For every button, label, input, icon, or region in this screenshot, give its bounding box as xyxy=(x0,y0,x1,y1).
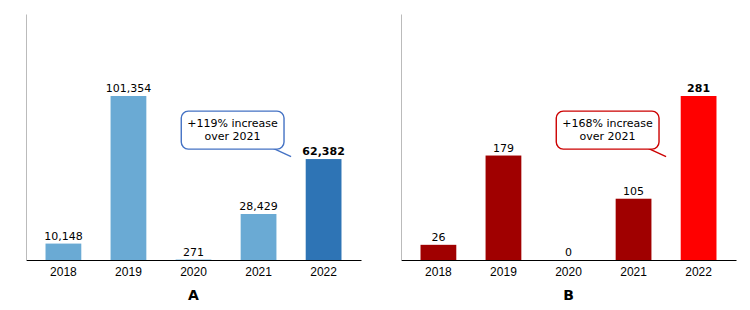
data-labels: 26 179 0 105 281 xyxy=(431,82,710,259)
data-labels: 10,148 101,354 271 28,429 62,382 xyxy=(44,82,345,259)
bar xyxy=(551,260,587,261)
x-tick: 2019 xyxy=(490,260,517,279)
annotation-line: over 2021 xyxy=(205,130,261,143)
data-label: 0 xyxy=(565,246,572,259)
x-tick-label: 2019 xyxy=(490,265,517,279)
figure: 2018 2019 2020 2021 2022 10,148 101,354 271 28,4… xyxy=(0,0,750,310)
x-tick-label: 2020 xyxy=(555,265,582,279)
bar xyxy=(616,199,652,260)
x-axis-line xyxy=(402,260,737,261)
annotation-line: over 2021 xyxy=(580,130,636,143)
x-axis: 2018 2019 2020 2021 2022 xyxy=(402,260,737,279)
x-tick-label: 2022 xyxy=(685,265,712,279)
annotation-text: +168% increaseover 2021 xyxy=(562,117,653,143)
data-label: 281 xyxy=(687,82,710,95)
x-axis: 2018 2019 2020 2021 2022 xyxy=(27,260,362,279)
x-tick-label: 2019 xyxy=(115,265,142,279)
bar xyxy=(176,259,212,260)
data-label: 101,354 xyxy=(106,82,152,95)
x-axis-title: A xyxy=(188,287,199,303)
bar xyxy=(421,245,457,260)
x-tick: 2022 xyxy=(310,260,337,279)
data-label: 26 xyxy=(431,231,445,244)
x-tick: 2019 xyxy=(115,260,142,279)
bars xyxy=(46,96,342,260)
x-tick-label: 2018 xyxy=(50,265,77,279)
bar xyxy=(241,214,277,260)
data-label: 179 xyxy=(493,142,514,155)
data-label: 105 xyxy=(623,185,644,198)
x-tick-label: 2021 xyxy=(620,265,647,279)
x-axis-title: B xyxy=(563,287,574,303)
data-label: 271 xyxy=(183,246,204,259)
x-tick: 2018 xyxy=(425,260,452,279)
x-tick: 2021 xyxy=(245,260,272,279)
data-label: 10,148 xyxy=(44,230,83,243)
x-tick-label: 2022 xyxy=(310,265,337,279)
bar xyxy=(46,244,82,260)
bar xyxy=(306,159,342,260)
annotation: +119% increaseover 2021 xyxy=(181,111,291,157)
y-axis-line xyxy=(401,15,402,261)
panel: 2018 2019 2020 2021 2022 26 179 0 105 281 B +168% i… xyxy=(402,15,737,304)
x-tick-label: 2021 xyxy=(245,265,272,279)
y-axis-line xyxy=(26,15,27,261)
annotation-text: +119% increaseover 2021 xyxy=(187,117,278,143)
x-tick: 2018 xyxy=(50,260,77,279)
data-label: 62,382 xyxy=(302,145,344,158)
bar xyxy=(681,96,717,260)
panel: 2018 2019 2020 2021 2022 10,148 101,354 271 28,4… xyxy=(27,15,362,304)
annotation: +168% increaseover 2021 xyxy=(556,111,666,157)
x-tick-label: 2020 xyxy=(180,265,207,279)
bars xyxy=(421,96,717,260)
x-tick: 2020 xyxy=(555,260,582,279)
data-label: 28,429 xyxy=(239,200,278,213)
y-axis xyxy=(401,15,402,261)
x-tick: 2020 xyxy=(180,260,207,279)
annotation-bubble xyxy=(556,111,659,149)
x-tick-label: 2018 xyxy=(425,265,452,279)
bar xyxy=(486,156,522,260)
x-axis-line xyxy=(27,260,362,261)
annotation-line: +119% increase xyxy=(187,117,278,130)
bar xyxy=(111,96,147,260)
annotation-line: +168% increase xyxy=(562,117,653,130)
x-tick: 2021 xyxy=(620,260,647,279)
y-axis xyxy=(26,15,27,261)
annotation-bubble xyxy=(181,111,284,149)
x-tick: 2022 xyxy=(685,260,712,279)
